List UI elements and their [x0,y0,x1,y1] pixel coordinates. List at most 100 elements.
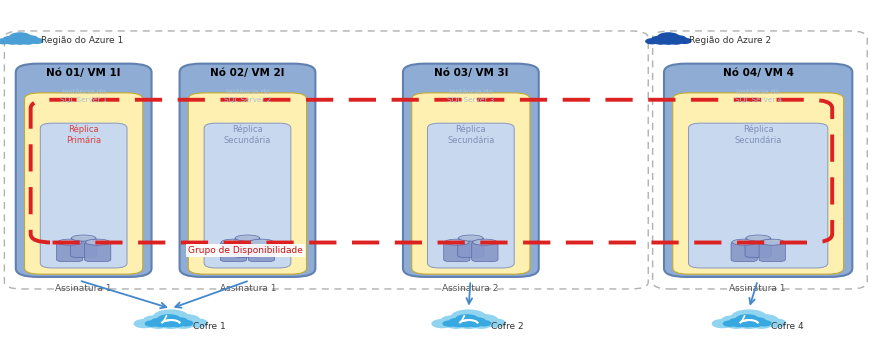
Circle shape [152,319,166,325]
Ellipse shape [249,239,273,245]
FancyBboxPatch shape [412,93,530,274]
FancyBboxPatch shape [731,242,757,261]
Circle shape [10,33,31,41]
Circle shape [154,322,167,326]
Text: Assinatura 1: Assinatura 1 [730,284,786,293]
Circle shape [739,321,755,327]
Circle shape [449,319,464,325]
Text: Réplica
Secundária: Réplica Secundária [734,125,782,146]
Circle shape [485,319,505,327]
Circle shape [31,39,43,43]
Circle shape [469,318,485,325]
Circle shape [144,316,167,325]
Circle shape [749,318,766,325]
Ellipse shape [760,239,785,245]
Ellipse shape [473,239,498,245]
FancyBboxPatch shape [249,242,274,261]
Circle shape [148,320,168,328]
Circle shape [22,36,38,42]
FancyBboxPatch shape [664,64,852,277]
Ellipse shape [72,235,95,241]
FancyBboxPatch shape [759,242,785,261]
Text: Nó 02/ VM 2l: Nó 02/ VM 2l [210,68,285,78]
FancyBboxPatch shape [458,238,484,257]
Circle shape [171,322,184,326]
Text: Nó 01/ VM 1l: Nó 01/ VM 1l [46,68,121,78]
Circle shape [134,320,154,327]
Circle shape [4,36,18,42]
Circle shape [731,310,766,324]
Circle shape [456,315,478,324]
Circle shape [661,39,675,44]
Ellipse shape [221,239,245,245]
Ellipse shape [86,239,110,245]
Text: Réplica
Secundária: Réplica Secundária [447,125,495,146]
Circle shape [173,315,200,325]
Text: Nó 04/ VM 4: Nó 04/ VM 4 [723,68,794,78]
FancyBboxPatch shape [204,123,291,268]
FancyBboxPatch shape [471,242,498,261]
Circle shape [13,39,27,44]
Circle shape [730,319,745,325]
Circle shape [722,316,745,325]
Circle shape [766,319,786,327]
Circle shape [22,39,34,44]
Text: Instância do
SQL Server 3: Instância do SQL Server 3 [448,89,494,104]
Circle shape [145,321,159,326]
Circle shape [471,315,498,325]
Text: Cofre 2: Cofre 2 [491,322,523,331]
Circle shape [646,39,658,44]
Text: Região do Azure 2: Região do Azure 2 [689,36,772,45]
Circle shape [724,321,737,326]
Circle shape [6,39,18,44]
Circle shape [451,310,486,324]
Circle shape [752,315,778,325]
Circle shape [758,321,771,326]
Circle shape [471,320,491,328]
FancyBboxPatch shape [40,123,127,268]
Circle shape [180,321,193,326]
Circle shape [456,319,481,328]
Circle shape [153,310,188,324]
Circle shape [173,320,194,328]
Circle shape [712,320,732,327]
Circle shape [736,315,759,324]
Circle shape [161,321,177,327]
Text: Instância do
SQL Server 1: Instância do SQL Server 1 [60,89,107,104]
FancyBboxPatch shape [25,93,143,274]
Text: Assinatura 1: Assinatura 1 [55,284,111,293]
Circle shape [654,39,667,44]
Circle shape [477,321,491,326]
Ellipse shape [235,235,259,241]
FancyBboxPatch shape [56,242,82,261]
Text: Assinatura 2: Assinatura 2 [442,284,498,293]
Circle shape [737,319,761,328]
Circle shape [658,33,679,41]
Circle shape [0,39,10,44]
FancyBboxPatch shape [180,64,315,277]
Text: Réplica
Primária: Réplica Primária [66,125,102,146]
Circle shape [452,322,465,326]
Text: Cofre 1: Cofre 1 [193,322,225,331]
FancyBboxPatch shape [220,242,247,261]
Circle shape [732,322,745,326]
Text: Grupo de Disponibilidade: Grupo de Disponibilidade [188,246,303,255]
FancyBboxPatch shape [16,64,152,277]
Text: Nó 03/ VM 3l: Nó 03/ VM 3l [434,68,508,78]
Circle shape [726,320,746,328]
Text: Réplica
Secundária: Réplica Secundária [223,125,272,146]
Text: Região do Azure 1: Região do Azure 1 [41,36,124,45]
Ellipse shape [732,239,757,245]
Circle shape [159,319,183,328]
FancyBboxPatch shape [234,238,261,257]
FancyBboxPatch shape [84,242,110,261]
Circle shape [442,316,465,325]
FancyBboxPatch shape [427,123,514,268]
FancyBboxPatch shape [689,123,828,268]
Circle shape [752,320,772,328]
Circle shape [670,39,682,44]
FancyBboxPatch shape [403,64,539,277]
Circle shape [679,39,691,43]
Circle shape [171,318,187,325]
Text: Assinatura 1: Assinatura 1 [220,284,276,293]
